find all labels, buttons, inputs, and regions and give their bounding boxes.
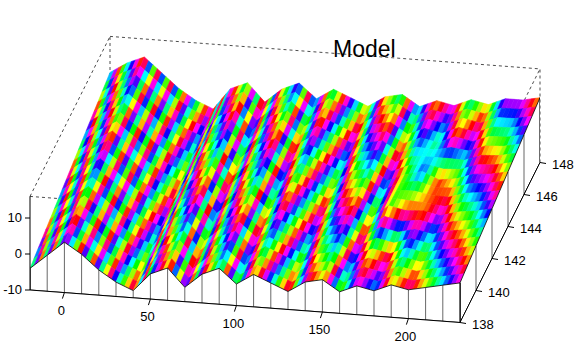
box-edge	[30, 36, 110, 196]
surface-group	[30, 57, 540, 323]
chart-svg: 050100150200138140142144146148-10010Mode…	[0, 0, 584, 359]
box-edge	[110, 36, 540, 69]
